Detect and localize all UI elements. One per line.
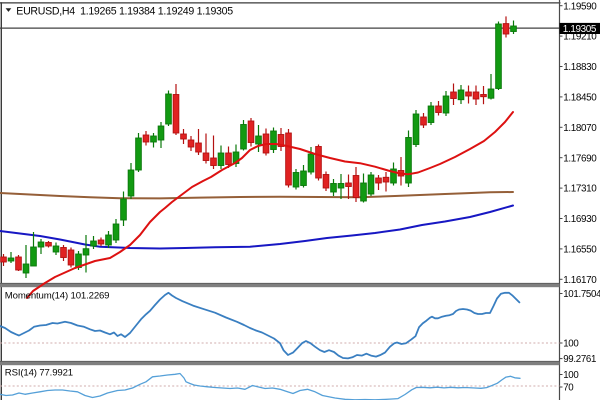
svg-text:1.18450: 1.18450 bbox=[563, 93, 597, 104]
svg-text:1.16930: 1.16930 bbox=[563, 214, 597, 225]
svg-text:RSI(14) 77.9921: RSI(14) 77.9921 bbox=[5, 367, 73, 378]
svg-text:100: 100 bbox=[563, 339, 579, 350]
svg-text:1.19305: 1.19305 bbox=[563, 24, 597, 35]
svg-text:1.16550: 1.16550 bbox=[563, 245, 597, 256]
svg-text:Momentum(14) 101.2269: Momentum(14) 101.2269 bbox=[5, 290, 110, 301]
svg-text:1.18070: 1.18070 bbox=[563, 123, 597, 134]
svg-text:1.18830: 1.18830 bbox=[563, 62, 597, 73]
svg-text:70: 70 bbox=[563, 383, 574, 394]
svg-text:1.17690: 1.17690 bbox=[563, 153, 597, 164]
svg-text:EURUSD,H4 1.19265 1.19384 1.1: EURUSD,H4 1.19265 1.19384 1.19249 1.1930… bbox=[16, 5, 233, 17]
svg-text:99.2761: 99.2761 bbox=[563, 354, 596, 365]
svg-text:101.7504: 101.7504 bbox=[563, 289, 600, 300]
svg-text:1.16170: 1.16170 bbox=[563, 275, 597, 286]
svg-text:1.17310: 1.17310 bbox=[563, 184, 597, 195]
svg-text:1.19590: 1.19590 bbox=[563, 1, 597, 12]
svg-text:100: 100 bbox=[563, 370, 579, 381]
